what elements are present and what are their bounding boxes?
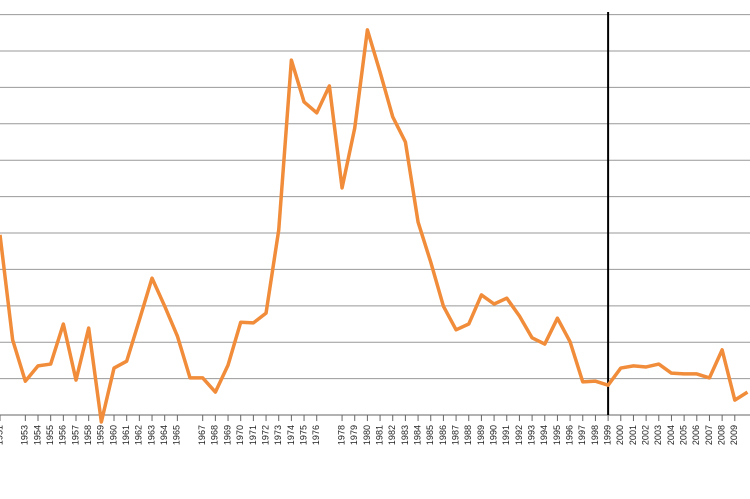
x-tick-label: 1967 <box>197 425 207 445</box>
x-tick-label: 1971 <box>248 425 258 445</box>
x-tick-label: 1984 <box>412 425 422 445</box>
x-tick-label: 1985 <box>425 425 435 445</box>
x-tick-label: 1964 <box>159 425 169 445</box>
x-tick-label: 1960 <box>108 425 118 445</box>
x-tick-label: 1982 <box>387 425 397 445</box>
x-tick-label: 1996 <box>564 425 574 445</box>
x-tick-label: 1986 <box>438 425 448 445</box>
x-tick-label: 1983 <box>400 425 410 445</box>
x-tick-label: 2005 <box>678 425 688 445</box>
x-tick-label: 1976 <box>311 425 321 445</box>
x-tick-label: 1954 <box>32 425 42 445</box>
x-tick-label: 1968 <box>210 425 220 445</box>
x-tick-label: 1974 <box>286 425 296 445</box>
x-tick-label: 1998 <box>590 425 600 445</box>
x-tick-label: 1965 <box>172 425 182 445</box>
x-tick-label: 1953 <box>20 425 30 445</box>
x-tick-label: 2007 <box>704 425 714 445</box>
x-tick-label: 1995 <box>552 425 562 445</box>
x-tick-label: 2004 <box>666 425 676 445</box>
x-tick-label: 1951 <box>0 425 4 445</box>
x-tick-label: 1978 <box>336 425 346 445</box>
x-tick-label: 1981 <box>374 425 384 445</box>
x-tick-label: 1980 <box>362 425 372 445</box>
data-line <box>0 28 749 424</box>
x-tick-label: 1958 <box>83 425 93 445</box>
x-tick-label: 2001 <box>628 425 638 445</box>
x-tick-label: 1991 <box>501 425 511 445</box>
x-tick-label: 1997 <box>577 425 587 445</box>
x-tick-label: 1994 <box>539 425 549 445</box>
x-tick-label: 1961 <box>121 425 131 445</box>
x-tick-label: 1979 <box>349 425 359 445</box>
x-tick-label: 1955 <box>45 425 55 445</box>
x-tick-label: 1972 <box>260 425 270 445</box>
x-tick-label: 1957 <box>70 425 80 445</box>
x-tick-label: 1959 <box>96 425 106 445</box>
x-tick-label: 2008 <box>717 425 727 445</box>
x-tick-label: 1987 <box>450 425 460 445</box>
x-tick-label: 1990 <box>488 425 498 445</box>
x-tick-label: 1956 <box>58 425 68 445</box>
x-tick-label: 1993 <box>526 425 536 445</box>
x-tick-label: 2006 <box>691 425 701 445</box>
x-tick-label: 2003 <box>653 425 663 445</box>
x-tick-label: 1970 <box>235 425 245 445</box>
x-tick-label: 1999 <box>602 425 612 445</box>
x-tick-label: 2002 <box>640 425 650 445</box>
x-tick-label: 2000 <box>615 425 625 445</box>
x-tick-label: 1992 <box>514 425 524 445</box>
x-tick-label: 2009 <box>729 425 739 445</box>
x-tick-label: 1975 <box>298 425 308 445</box>
x-tick-label: 1988 <box>463 425 473 445</box>
x-tick-label: 1969 <box>222 425 232 445</box>
x-tick-label: 1963 <box>146 425 156 445</box>
x-tick-label: 1962 <box>134 425 144 445</box>
x-tick-label: 1989 <box>476 425 486 445</box>
x-tick-label: 1973 <box>273 425 283 445</box>
